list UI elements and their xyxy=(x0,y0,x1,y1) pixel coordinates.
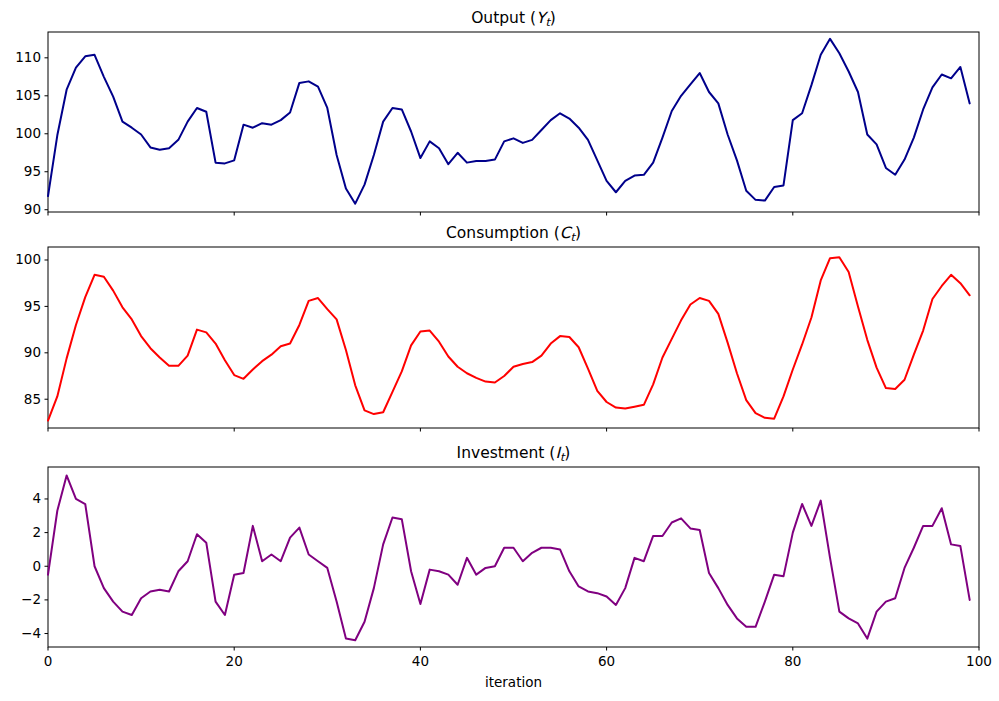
x-axis-label: iteration xyxy=(485,674,542,690)
axes-frame-investment xyxy=(48,467,979,647)
subplot-consumption: 85 90 95 100 Consumption (Ct) xyxy=(15,224,979,432)
subplot-investment: −4−2024020406080100Investment (It) xyxy=(21,444,992,669)
series-line-investment xyxy=(48,475,970,640)
y-tick-label: 95 xyxy=(24,163,41,179)
subplot-title-consumption: Consumption (Ct) xyxy=(446,224,581,244)
x-tick-label: 60 xyxy=(598,653,615,669)
y-tick-label: 2 xyxy=(32,524,41,540)
x-tick-label: 40 xyxy=(412,653,429,669)
matplotlib-figure: 90 95 100 105 110 Output (Yt) 85 90 95 100 Consump… xyxy=(0,0,999,701)
y-tick-label: 100 xyxy=(15,125,41,141)
subplot-title-output: Output (Yt) xyxy=(471,9,556,29)
subplot-title-investment: Investment (It) xyxy=(457,444,571,464)
x-tick-label: 0 xyxy=(44,653,53,669)
y-tick-label: 90 xyxy=(24,201,41,217)
y-tick-label: 100 xyxy=(15,251,41,267)
y-tick-label: 85 xyxy=(24,391,41,407)
figure-canvas: 90 95 100 105 110 Output (Yt) 85 90 95 100 Consump… xyxy=(0,0,999,701)
subplot-output: 90 95 100 105 110 Output (Yt) xyxy=(15,9,979,217)
y-tick-label: 110 xyxy=(15,49,41,65)
y-tick-label: 4 xyxy=(32,490,41,506)
y-tick-label: 90 xyxy=(24,344,41,360)
axes-frame-consumption xyxy=(48,247,979,428)
series-line-consumption xyxy=(48,257,970,420)
x-tick-label: 80 xyxy=(784,653,801,669)
y-tick-label: 95 xyxy=(24,298,41,314)
series-line-output xyxy=(48,39,970,204)
subplots-group: 90 95 100 105 110 Output (Yt) 85 90 95 100 Consump… xyxy=(15,9,992,669)
x-tick-label: 20 xyxy=(226,653,243,669)
x-tick-label: 100 xyxy=(966,653,992,669)
y-tick-label: −4 xyxy=(21,625,41,641)
y-tick-label: 0 xyxy=(32,558,41,574)
y-tick-label: 105 xyxy=(15,87,41,103)
y-tick-label: −2 xyxy=(21,591,41,607)
